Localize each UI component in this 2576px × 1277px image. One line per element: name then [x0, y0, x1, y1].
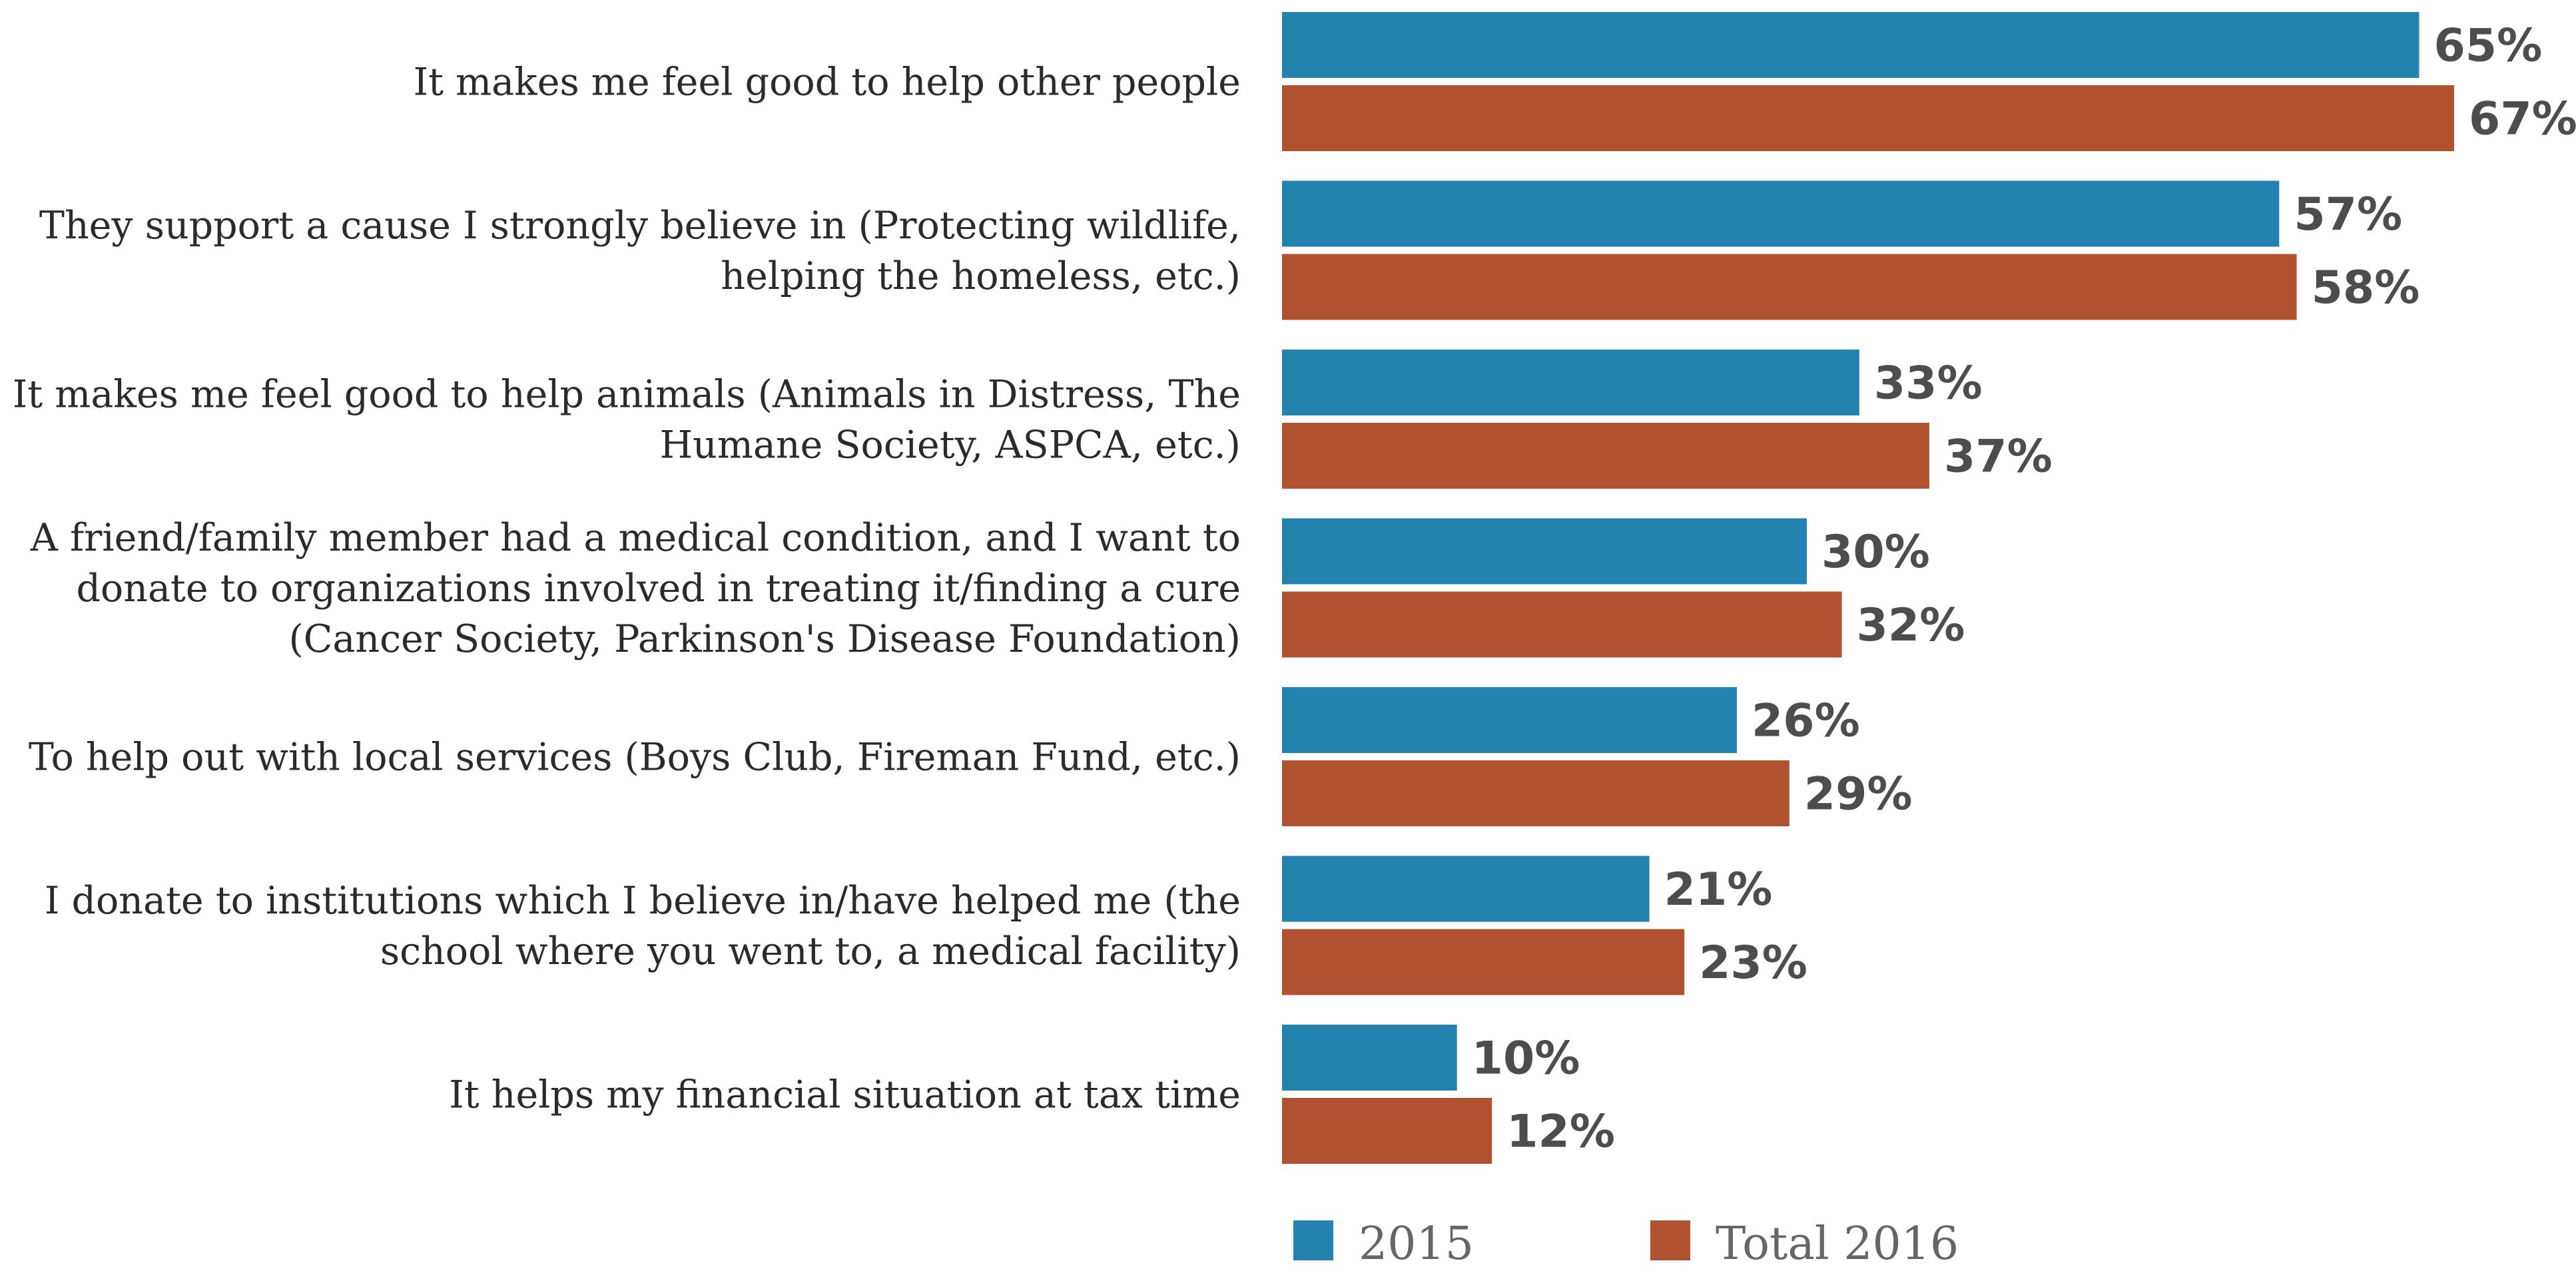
category-label: A friend/family member had a medical con…	[30, 516, 1241, 661]
data-label: 26%	[1752, 695, 1860, 748]
data-label: 58%	[2312, 262, 2420, 314]
bar-series-2	[1282, 760, 1789, 826]
data-label: 29%	[1804, 768, 1913, 821]
data-label: 30%	[1821, 526, 1930, 579]
legend-label: 2015	[1359, 1218, 1474, 1270]
category-label-line: Humane Society, ASPCA, etc.)	[659, 423, 1241, 467]
category-label-line: It makes me feel good to help animals (A…	[13, 373, 1241, 417]
category-label-line: helping the homeless, etc.)	[721, 254, 1241, 298]
data-label: 33%	[1874, 358, 1983, 410]
data-label: 32%	[1857, 599, 1965, 652]
category-label-line: It makes me feel good to help other peop…	[414, 61, 1241, 105]
bar-series-1	[1282, 350, 1859, 415]
bar-series-2	[1282, 423, 1929, 489]
category-label-line: (Cancer Society, Parkinson's Disease Fou…	[289, 617, 1241, 661]
category-label: It makes me feel good to help animals (A…	[13, 373, 1241, 467]
data-label: 10%	[1472, 1033, 1580, 1085]
category-label-line: school where you went to, a medical faci…	[380, 929, 1241, 973]
legend-swatch	[1650, 1220, 1690, 1260]
category-label: They support a cause I strongly believe …	[39, 204, 1241, 298]
data-label: 57%	[2294, 188, 2402, 241]
data-label: 23%	[1699, 937, 1807, 989]
category-label: It helps my financial situation at tax t…	[449, 1073, 1241, 1117]
category-label: It makes me feel good to help other peop…	[414, 61, 1241, 105]
bars	[1282, 12, 2454, 1164]
legend-swatch	[1293, 1220, 1333, 1260]
bar-series-2	[1282, 1098, 1492, 1164]
category-labels: It makes me feel good to help other peop…	[13, 61, 1241, 1117]
data-labels: 65% 67% 57% 58% 33% 37% 30% 32% 26% 29% 21% 23% 10% 1…	[1472, 20, 2576, 1158]
bar-series-1	[1282, 518, 1807, 585]
bar-series-2	[1282, 929, 1685, 995]
category-label: I donate to institutions which I believe…	[45, 879, 1241, 973]
data-label: 65%	[2433, 20, 2542, 73]
category-label: To help out with local services (Boys Cl…	[29, 736, 1241, 780]
bar-series-2	[1282, 254, 2297, 320]
data-label: 12%	[1506, 1106, 1615, 1158]
data-label: 37%	[1944, 431, 2053, 483]
category-label-line: donate to organizations involved in trea…	[76, 567, 1241, 611]
bar-series-1	[1282, 180, 2280, 247]
bar-series-1	[1282, 1025, 1457, 1091]
bar-series-1	[1282, 687, 1737, 753]
legend-label: Total 2016	[1716, 1218, 1959, 1270]
data-label: 67%	[2469, 93, 2576, 146]
bar-series-1	[1282, 856, 1650, 922]
bar-series-1	[1282, 12, 2419, 78]
legend: 2015 Total 2016	[1293, 1218, 1959, 1270]
category-label-line: A friend/family member had a medical con…	[30, 516, 1241, 560]
category-label-line: I donate to institutions which I believe…	[45, 879, 1241, 923]
category-label-line: To help out with local services (Boys Cl…	[29, 736, 1241, 780]
bar-series-2	[1282, 591, 1842, 658]
category-label-line: It helps my financial situation at tax t…	[449, 1073, 1241, 1117]
data-label: 21%	[1664, 864, 1773, 916]
category-label-line: They support a cause I strongly believe …	[39, 204, 1241, 248]
bar-series-2	[1282, 85, 2454, 151]
